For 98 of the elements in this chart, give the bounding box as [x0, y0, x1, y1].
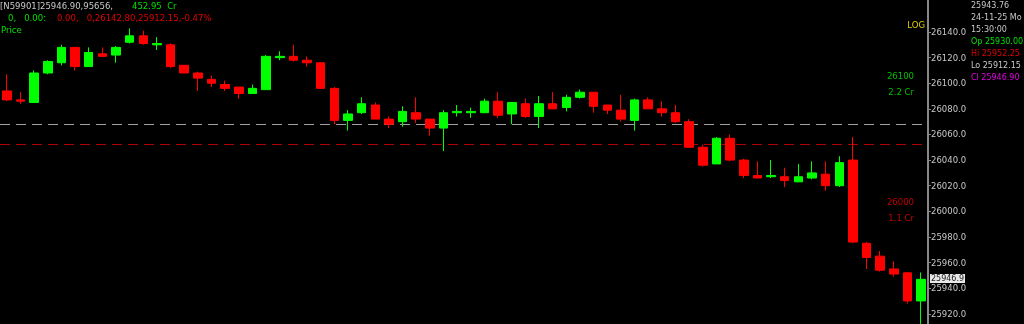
- candlestick: [43, 59, 53, 75]
- candlestick: [480, 98, 489, 114]
- candlestick: [848, 136, 858, 244]
- candlestick: [98, 46, 107, 57]
- candlestick: [739, 158, 749, 179]
- candlestick: [425, 118, 435, 137]
- y-tick-label: 26060.0: [931, 129, 967, 140]
- candlestick: [166, 43, 175, 69]
- candlestick: [452, 104, 462, 118]
- candlestick: [302, 55, 312, 68]
- candlestick: [275, 50, 285, 61]
- y-tick-label: 26040.0: [931, 155, 967, 166]
- candlestick: [548, 91, 557, 110]
- candlestick: [821, 160, 830, 192]
- candlestick: [807, 160, 817, 180]
- candlestick: [562, 94, 571, 112]
- candlestick: [330, 86, 339, 125]
- y-tick-label: 25940.0: [931, 283, 967, 294]
- candlestick: [466, 107, 476, 119]
- candlestick: [903, 272, 912, 305]
- candlestick: [698, 144, 708, 167]
- candlestick: [411, 96, 421, 124]
- text: 15:30:00: [971, 25, 1007, 35]
- candlestick: [234, 86, 244, 100]
- candlestick: [575, 89, 585, 100]
- candlestick: [384, 116, 394, 129]
- text: 25943.76: [971, 1, 1010, 11]
- candlestick: [616, 94, 626, 123]
- annotation: [N59901]25946.90,95656,: [0, 1, 114, 11]
- candlestick: [343, 109, 353, 132]
- candlestick: [493, 91, 503, 119]
- candlestick: [589, 91, 598, 114]
- candlestick: [248, 84, 257, 94]
- candlestick: [725, 133, 735, 162]
- candlestick: [261, 54, 271, 91]
- y-tick-label: 26120.0: [931, 52, 967, 63]
- y-tick-label: 26100.0: [931, 78, 967, 89]
- candlestick: [57, 44, 66, 66]
- annotation: 2.2 Cr: [888, 87, 914, 97]
- candlestick: [207, 75, 216, 88]
- annotation: 0.00, 0,26142.80,25912.15,-0.47%: [57, 13, 212, 23]
- candlestick: [152, 36, 162, 51]
- y-tick-label: 26080.0: [931, 103, 967, 114]
- text: Hi 25952.25: [971, 49, 1020, 59]
- annotation: 0, 0.00:: [8, 13, 47, 23]
- candlestick: [139, 30, 148, 46]
- candlestick: [316, 62, 325, 89]
- y-tick-label: 25960.0: [931, 257, 967, 268]
- candlestick: [398, 105, 407, 128]
- candlestick: [671, 104, 680, 124]
- candlestick: [684, 118, 694, 148]
- annotation: LOG: [907, 20, 925, 30]
- candlestick: [630, 98, 639, 132]
- candlestick: [125, 27, 134, 45]
- candlestick: [29, 69, 39, 103]
- y-tick-label: 26140.0: [931, 27, 967, 38]
- candlestick: [862, 241, 871, 270]
- text: 25946.9: [930, 274, 966, 283]
- candlestick: [220, 80, 230, 92]
- candlestick: [521, 98, 530, 119]
- text: Cl 25946.90: [971, 73, 1020, 83]
- candlestick: [603, 104, 612, 115]
- candlestick: [371, 101, 380, 120]
- y-tick-label: 25920.0: [931, 308, 967, 319]
- candlestick: [753, 160, 762, 179]
- candlestick: [916, 271, 926, 324]
- y-tick-label: 26020.0: [931, 180, 967, 191]
- annotation: 26100: [886, 71, 914, 81]
- candlestick: [780, 167, 789, 188]
- candlestick: [766, 159, 776, 179]
- candlestick: [835, 155, 844, 188]
- candlestick: [712, 136, 721, 165]
- candlestick: [357, 96, 366, 115]
- candlestick: [193, 71, 203, 92]
- text: 24-11-25 Mo: [971, 13, 1022, 23]
- candlestick: [657, 100, 667, 118]
- candlestick: [179, 64, 189, 74]
- candlestick: [84, 46, 93, 68]
- annotation: 1.1 Cr: [888, 213, 914, 223]
- candlestick: [794, 163, 803, 183]
- candlestick: [889, 260, 899, 278]
- candlestick: [111, 45, 121, 64]
- candlestick: [643, 96, 653, 110]
- y-tick-label: 25980.0: [931, 231, 967, 242]
- candlestick: [289, 44, 298, 62]
- candlestick: [16, 91, 25, 105]
- candlestick: [875, 250, 885, 272]
- annotation: Price: [1, 25, 22, 35]
- text: Lo 25912.15: [971, 61, 1021, 71]
- annotation: 452.95 Cr: [132, 1, 177, 11]
- candlestick: [439, 109, 448, 152]
- candlestick: [534, 95, 544, 129]
- candlestick: [507, 101, 517, 125]
- candlestick: [70, 46, 80, 71]
- candlestick: [2, 73, 12, 102]
- y-tick-label: 26000.0: [931, 206, 967, 217]
- annotation: 26000: [886, 197, 914, 207]
- text: Op 25930.00: [971, 37, 1024, 47]
